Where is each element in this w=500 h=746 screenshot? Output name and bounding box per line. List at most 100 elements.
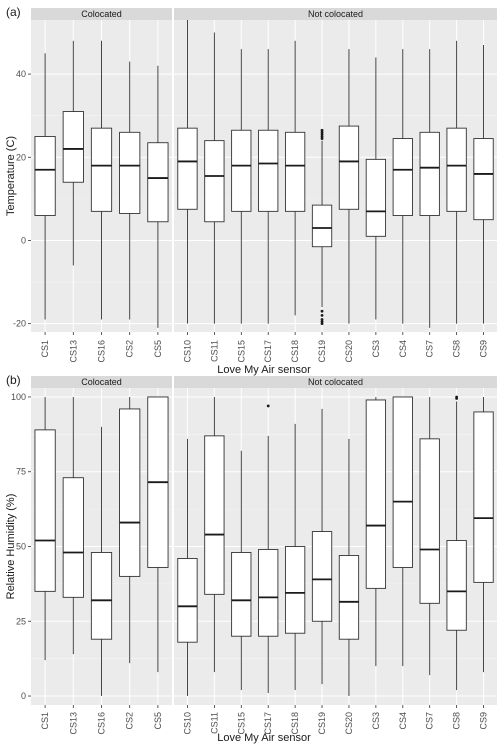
outlier-point [320, 128, 324, 132]
iqr-box [473, 411, 494, 583]
chart-panel-2: (b) Colocated CS1 CS13 CS16 CS2 CS5 Not colocat… [5, 373, 497, 744]
iqr-box [34, 429, 56, 592]
x-tick-label: CS4 [398, 712, 408, 730]
y-tick-label: 0 [21, 235, 26, 245]
iqr-box [338, 125, 360, 210]
box-CS5 [147, 396, 169, 673]
outlier-point [455, 395, 459, 399]
x-tick-label: CS1 [40, 340, 50, 358]
x-tick-label: CS1 [40, 712, 50, 730]
box-CS18 [284, 40, 306, 316]
box-CS8 [446, 395, 467, 691]
iqr-box [311, 204, 333, 248]
box-CS4 [392, 396, 413, 667]
x-tick-label: CS10 [182, 340, 192, 363]
iqr-box [284, 131, 306, 212]
box-CS2 [119, 396, 141, 664]
box-CS17 [258, 49, 279, 324]
box-CS5 [147, 65, 169, 328]
x-tick-label: CS15 [236, 340, 246, 363]
x-tick-label: CS11 [209, 712, 219, 734]
iqr-box [365, 399, 387, 589]
facet-1: Colocated CS1 CS13 CS16 CS2 CS5 [31, 376, 172, 735]
facet-strip [174, 8, 497, 20]
facet-strip [31, 376, 172, 388]
iqr-box [119, 131, 141, 214]
outlier-point [320, 313, 324, 317]
box-CS13 [62, 40, 84, 266]
iqr-box [338, 555, 360, 640]
facet-2: Not colocated CS10 CS11 CS15 CS17 CS18 CS19 CS2… [174, 8, 497, 363]
box-CS18 [284, 423, 306, 691]
y-tick-label: 40 [16, 69, 26, 79]
box-CS2 [119, 61, 141, 320]
box-CS9 [473, 396, 494, 673]
x-tick-label: CS19 [317, 712, 327, 735]
y-tick-label: 75 [16, 467, 26, 477]
y-tick-label: 25 [16, 616, 26, 626]
iqr-box [231, 552, 252, 637]
x-tick-label: CS17 [263, 712, 273, 735]
facet-title: Colocated [81, 377, 122, 387]
x-tick-label: CS5 [153, 712, 163, 730]
facet-strip [31, 8, 172, 20]
y-tick-label: 0 [21, 691, 26, 701]
outlier-point [320, 135, 324, 138]
y-tick-label: 20 [16, 152, 26, 162]
iqr-box [392, 138, 413, 216]
x-tick-label: CS17 [263, 340, 273, 363]
iqr-box [62, 111, 84, 183]
facet-title: Not colocated [308, 9, 363, 19]
y-tick-label: 50 [16, 542, 26, 552]
iqr-box [446, 127, 467, 212]
x-tick-label: CS2 [125, 340, 135, 358]
box-CS13 [62, 396, 84, 655]
chart-panel-1: (a) Colocated CS1 CS13 CS16 CS2 CS5 Not colocat… [5, 5, 497, 376]
x-axis-title: Love My Air sensor [217, 732, 311, 744]
iqr-box [392, 396, 413, 568]
x-tick-label: CS13 [68, 340, 78, 363]
box-CS7 [419, 49, 440, 328]
iqr-box [258, 129, 279, 212]
x-tick-label: CS15 [236, 712, 246, 735]
iqr-box [231, 129, 252, 212]
y-axis-title: Temperature (C) [5, 136, 17, 216]
outlier-point [320, 320, 324, 323]
y-axis-title: Relative Humidity (%) [5, 494, 17, 600]
iqr-box [34, 136, 56, 216]
x-tick-label: CS5 [153, 340, 163, 358]
outlier-point [320, 137, 324, 140]
panel-tag: (b) [6, 373, 21, 387]
box-CS11 [204, 396, 225, 673]
x-tick-label: CS3 [371, 340, 381, 358]
iqr-box [446, 540, 467, 631]
facet-strip [174, 376, 497, 388]
iqr-box [365, 158, 387, 237]
box-CS17 [258, 404, 279, 694]
iqr-box [177, 127, 198, 210]
iqr-box [90, 127, 113, 212]
outlier-point [320, 133, 324, 136]
box-CS11 [204, 32, 225, 324]
y-tick-label: 100 [11, 392, 26, 402]
iqr-box [284, 546, 306, 634]
facet-title: Not colocated [308, 377, 363, 387]
iqr-box [90, 552, 113, 640]
x-tick-label: CS18 [290, 712, 300, 735]
box-CS20 [338, 49, 360, 324]
box-CS3 [365, 57, 387, 320]
box-CS9 [473, 44, 494, 324]
box-CS19 [311, 408, 333, 685]
box-CS16 [90, 40, 113, 320]
x-tick-label: CS7 [425, 340, 435, 358]
iqr-box [177, 558, 198, 643]
box-CS8 [446, 40, 467, 324]
x-tick-label: CS11 [209, 340, 219, 362]
panel-tag: (a) [6, 5, 21, 19]
box-CS10 [177, 20, 198, 324]
iqr-box [147, 142, 169, 223]
x-tick-label: CS20 [344, 712, 354, 735]
x-tick-label: CS20 [344, 340, 354, 363]
iqr-box [419, 438, 440, 604]
x-tick-label: CS9 [479, 712, 489, 730]
